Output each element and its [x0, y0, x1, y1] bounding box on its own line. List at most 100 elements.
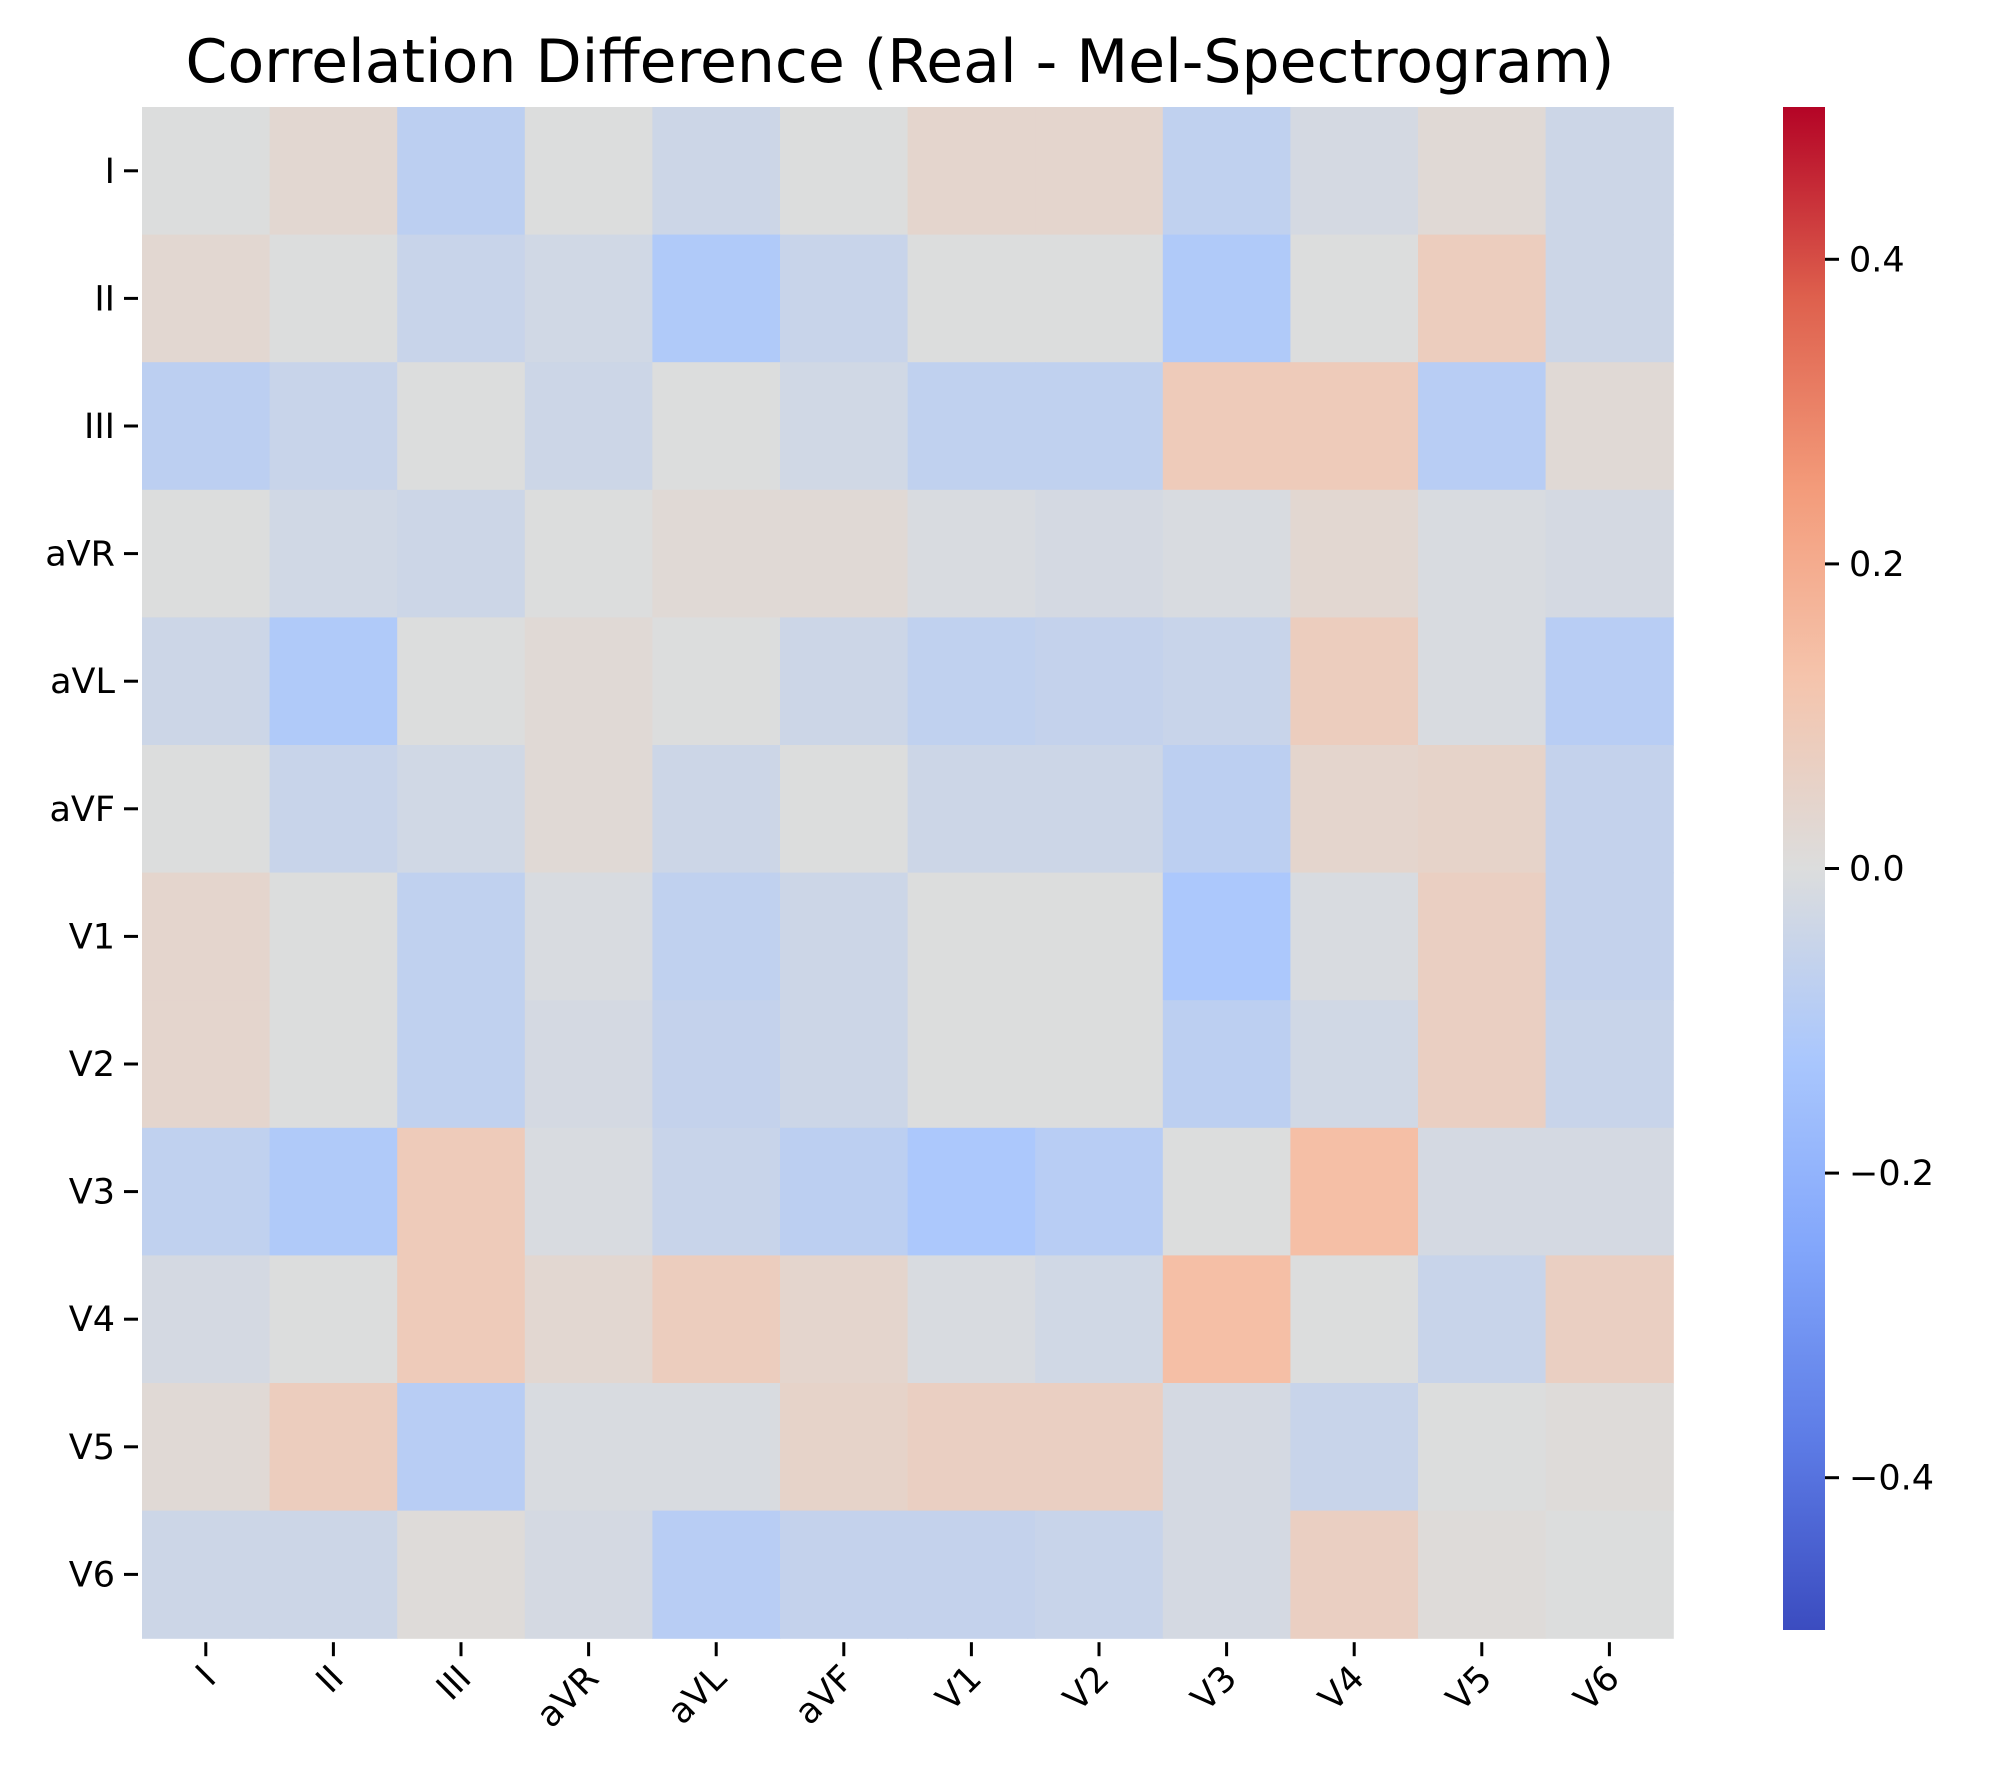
heatmap-cell-V6-aVF [780, 1510, 909, 1639]
heatmap-cell-III-III [397, 362, 526, 491]
heatmap-cell-aVL-V6 [1545, 617, 1674, 746]
heatmap-cell-aVF-I [142, 745, 271, 874]
heatmap-cell-V4-V4 [1290, 1255, 1419, 1384]
heatmap-cell-V4-II [269, 1255, 398, 1384]
heatmap-cell-V5-aVR [524, 1383, 653, 1512]
y-tick-label: III [84, 407, 115, 447]
heatmap-cell-aVL-III [397, 617, 526, 746]
heatmap-cell-V1-V4 [1290, 872, 1419, 1001]
heatmap-cell-V4-V2 [1035, 1255, 1164, 1384]
heatmap-cell-aVF-aVF [780, 745, 909, 874]
y-tick-label: V1 [69, 917, 115, 957]
heatmap-cell-V6-V2 [1035, 1510, 1164, 1639]
heatmap-cell-III-aVF [780, 362, 909, 491]
heatmap-cell-V5-I [142, 1383, 271, 1512]
heatmap-cell-aVL-aVF [780, 617, 909, 746]
heatmap-cell-V4-aVF [780, 1255, 909, 1384]
heatmap-cell-aVL-V4 [1290, 617, 1419, 746]
heatmap-cell-I-aVR [524, 107, 653, 236]
x-tick-label: III [429, 1658, 479, 1708]
heatmap-cell-V3-V2 [1035, 1127, 1164, 1256]
heatmap-cell-V6-V6 [1545, 1510, 1674, 1639]
heatmap-cell-aVR-V4 [1290, 489, 1419, 618]
y-tick-label: V4 [69, 1300, 115, 1340]
y-tick-label: II [94, 279, 115, 319]
heatmap-cell-V1-III [397, 872, 526, 1001]
heatmap-cell-V3-V5 [1418, 1127, 1547, 1256]
y-tick-label: V3 [69, 1173, 115, 1213]
heatmap-cell-V5-V4 [1290, 1383, 1419, 1512]
heatmap-cell-I-V5 [1418, 107, 1547, 236]
heatmap-cell-I-I [142, 107, 271, 236]
heatmap-cell-V3-V1 [907, 1127, 1036, 1256]
heatmap-cell-V1-V1 [907, 872, 1036, 1001]
heatmap-cell-V3-V4 [1290, 1127, 1419, 1256]
heatmap-cell-V3-I [142, 1127, 271, 1256]
heatmap-cell-II-V2 [1035, 234, 1164, 363]
heatmap-cell-V6-I [142, 1510, 271, 1639]
heatmap-cell-II-III [397, 234, 526, 363]
heatmap-cell-I-aVL [652, 107, 781, 236]
chart-title: Correlation Difference (Real - Mel-Spect… [186, 27, 1615, 97]
heatmap-cells [142, 107, 1674, 1639]
x-tick-label: aVL [660, 1658, 735, 1733]
x-tick-label: aVF [788, 1658, 863, 1733]
heatmap-cell-V3-aVF [780, 1127, 909, 1256]
heatmap-cell-aVR-II [269, 489, 398, 618]
colorbar-gradient [1783, 107, 1825, 1630]
heatmap-cell-aVF-V6 [1545, 745, 1674, 874]
heatmap-cell-aVR-V2 [1035, 489, 1164, 618]
heatmap-cell-aVL-I [142, 617, 271, 746]
heatmap-cell-aVL-V1 [907, 617, 1036, 746]
heatmap-cell-I-V1 [907, 107, 1036, 236]
heatmap-cell-V2-aVL [652, 1000, 781, 1129]
heatmap-cell-V3-V3 [1162, 1127, 1291, 1256]
heatmap-cell-aVL-aVL [652, 617, 781, 746]
colorbar-ticks: 0.4 0.2 0.0 −0.2 −0.4 [1825, 240, 1934, 1499]
heatmap-cell-V3-III [397, 1127, 526, 1256]
colorbar-tick-label: −0.2 [1849, 1154, 1934, 1194]
heatmap-cell-II-aVL [652, 234, 781, 363]
heatmap-cell-aVF-aVR [524, 745, 653, 874]
heatmap-cell-aVR-aVR [524, 489, 653, 618]
y-tick-label: V6 [69, 1555, 115, 1595]
heatmap-cell-V4-V6 [1545, 1255, 1674, 1384]
heatmap-cell-aVF-III [397, 745, 526, 874]
colorbar-tick-label: −0.4 [1849, 1459, 1934, 1499]
heatmap-cell-V4-V1 [907, 1255, 1036, 1384]
heatmap-cell-V3-V6 [1545, 1127, 1674, 1256]
heatmap-cell-V5-V1 [907, 1383, 1036, 1512]
y-tick-label: aVR [45, 535, 115, 575]
x-axis: I II III aVR aVL aVF V1 V2 V3 V4 V5 V6 [189, 1642, 1628, 1736]
heatmap-cell-V5-aVF [780, 1383, 909, 1512]
heatmap-cell-III-V6 [1545, 362, 1674, 491]
heatmap-cell-III-V4 [1290, 362, 1419, 491]
heatmap-cell-V5-V6 [1545, 1383, 1674, 1512]
heatmap-cell-aVL-V2 [1035, 617, 1164, 746]
heatmap-cell-aVF-V2 [1035, 745, 1164, 874]
x-tick-label: V1 [929, 1658, 990, 1719]
heatmap-cell-II-V5 [1418, 234, 1547, 363]
heatmap-cell-V3-II [269, 1127, 398, 1256]
heatmap-cell-V5-II [269, 1383, 398, 1512]
heatmap-cell-II-V1 [907, 234, 1036, 363]
heatmap-cell-V2-V3 [1162, 1000, 1291, 1129]
heatmap-cell-III-aVR [524, 362, 653, 491]
heatmap-cell-III-V3 [1162, 362, 1291, 491]
heatmap-cell-V6-II [269, 1510, 398, 1639]
heatmap-cell-V4-aVL [652, 1255, 781, 1384]
x-tick-label: V3 [1184, 1658, 1245, 1719]
heatmap-cell-V4-III [397, 1255, 526, 1384]
heatmap-cell-II-aVF [780, 234, 909, 363]
heatmap-cell-aVR-V5 [1418, 489, 1547, 618]
heatmap-cell-aVR-III [397, 489, 526, 618]
heatmap-cell-V6-aVR [524, 1510, 653, 1639]
x-tick-label: V4 [1312, 1658, 1373, 1719]
heatmap-cell-V6-III [397, 1510, 526, 1639]
colorbar-tick-label: 0.0 [1849, 850, 1905, 890]
heatmap-cell-V2-aVF [780, 1000, 909, 1129]
heatmap-cell-V5-V5 [1418, 1383, 1547, 1512]
heatmap-cell-V2-aVR [524, 1000, 653, 1129]
heatmap-cell-aVR-aVF [780, 489, 909, 618]
